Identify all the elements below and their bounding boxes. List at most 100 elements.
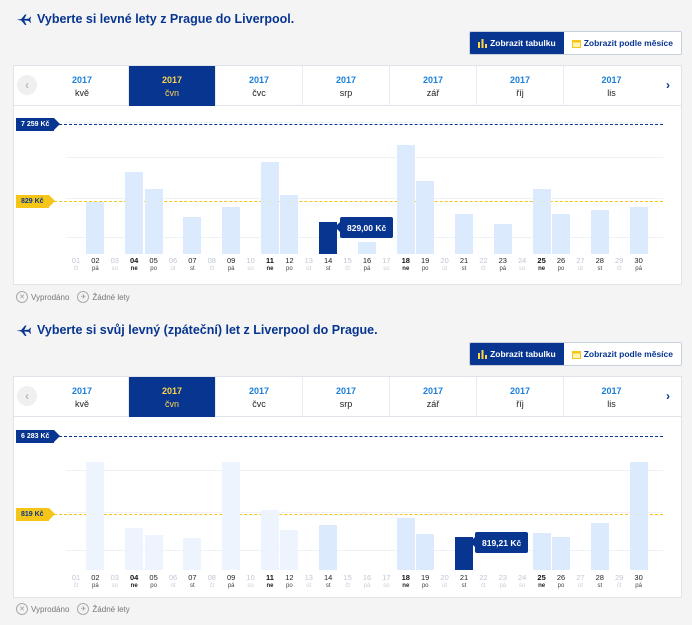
return-price-bar-30[interactable]	[629, 462, 648, 570]
return-price-bar-18[interactable]	[396, 518, 415, 570]
outbound-month-tab-2[interactable]: 2017 čvc	[216, 66, 303, 106]
outbound-day-18[interactable]: 18 ne	[396, 257, 416, 272]
outbound-price-bar-04[interactable]	[125, 172, 144, 254]
outbound-day-16[interactable]: 16 pá	[357, 257, 377, 272]
outbound-month-tab-0[interactable]: 2017 kvě	[36, 66, 129, 106]
return-day-26[interactable]: 26 po	[551, 574, 571, 589]
return-month-tab-3[interactable]: 2017 srp	[303, 377, 390, 417]
return-price-bar-05[interactable]	[144, 535, 163, 570]
outbound-day-04[interactable]: 04 ne	[124, 257, 144, 272]
return-day-09[interactable]: 09 pá	[221, 574, 241, 589]
show-table-button[interactable]: Zobrazit tabulku	[470, 343, 564, 365]
outbound-day-19[interactable]: 19 po	[415, 257, 435, 272]
return-price-bar-09[interactable]	[222, 462, 241, 570]
return-price-bar-07[interactable]	[183, 538, 202, 570]
show-by-month-button[interactable]: Zobrazit podle měsíce	[563, 32, 681, 54]
return-price-bar-14[interactable]	[319, 525, 338, 570]
return-price-bar-04[interactable]	[125, 528, 144, 570]
outbound-next-month-chevron-right-icon[interactable]: ›	[658, 75, 678, 95]
return-day-02[interactable]: 02 pá	[85, 574, 105, 589]
outbound-day-11[interactable]: 11 ne	[260, 257, 280, 272]
outbound-day-30[interactable]: 30 pá	[629, 257, 649, 272]
outbound-day-24: 24 so	[512, 257, 532, 272]
outbound-price-bar-11[interactable]	[261, 162, 279, 254]
return-fare-panel: ‹ › 2017 kvě 2017 čvn 2017 čvc 2017 srp 2017 zář 2…	[13, 376, 682, 598]
outbound-price-bar-16[interactable]	[358, 242, 376, 254]
outbound-avg-price-line	[54, 201, 663, 202]
day-weekday: st	[190, 582, 195, 589]
outbound-prev-month-chevron-left-icon[interactable]: ‹	[17, 75, 37, 95]
return-price-bar-11[interactable]	[261, 510, 279, 570]
return-price-bar-19[interactable]	[416, 534, 435, 570]
outbound-month-tab-3[interactable]: 2017 srp	[303, 66, 390, 106]
outbound-price-bar-14[interactable]	[319, 222, 338, 254]
day-number: 05	[149, 256, 158, 265]
chart-gridline	[66, 433, 663, 434]
outbound-price-bar-26[interactable]	[552, 214, 570, 254]
outbound-day-05[interactable]: 05 po	[144, 257, 164, 272]
return-month-tab-5[interactable]: 2017 říj	[477, 377, 564, 417]
return-prev-month-chevron-left-icon[interactable]: ‹	[17, 386, 37, 406]
day-number: 26	[556, 256, 566, 265]
outbound-price-bar-18[interactable]	[396, 145, 415, 254]
outbound-price-bar-25[interactable]	[532, 189, 551, 254]
day-number: 28	[595, 256, 604, 265]
outbound-price-bar-30[interactable]	[629, 207, 648, 254]
outbound-price-bar-28[interactable]	[590, 210, 609, 254]
show-by-month-button[interactable]: Zobrazit podle měsíce	[563, 343, 681, 365]
outbound-day-23[interactable]: 23 pá	[493, 257, 513, 272]
return-price-bar-28[interactable]	[590, 523, 609, 570]
return-month-tab-4[interactable]: 2017 zář	[390, 377, 477, 417]
outbound-month-tab-5[interactable]: 2017 říj	[477, 66, 564, 106]
day-weekday: út	[306, 265, 312, 272]
return-day-25[interactable]: 25 ne	[532, 574, 552, 589]
outbound-day-25[interactable]: 25 ne	[532, 257, 552, 272]
outbound-price-bar-21[interactable]	[455, 214, 473, 254]
outbound-price-bar-05[interactable]	[144, 189, 163, 254]
return-price-bar-25[interactable]	[532, 533, 551, 570]
return-month-tab-2[interactable]: 2017 čvc	[216, 377, 303, 417]
return-day-30[interactable]: 30 pá	[629, 574, 649, 589]
return-price-bar-21[interactable]	[455, 537, 473, 570]
return-price-bar-02[interactable]	[86, 462, 105, 570]
return-day-19[interactable]: 19 po	[415, 574, 435, 589]
outbound-month-tab-4[interactable]: 2017 zář	[390, 66, 477, 106]
return-next-month-chevron-right-icon[interactable]: ›	[658, 386, 678, 406]
return-month-tab-1[interactable]: 2017 čvn	[129, 377, 216, 417]
outbound-day-12[interactable]: 12 po	[279, 257, 299, 272]
return-price-bar-12[interactable]	[280, 530, 299, 570]
day-weekday: st	[325, 582, 331, 589]
outbound-price-bar-23[interactable]	[493, 224, 512, 254]
return-day-11[interactable]: 11 ne	[260, 574, 280, 589]
outbound-price-bar-09[interactable]	[222, 207, 241, 254]
show-table-button[interactable]: Zobrazit tabulku	[470, 32, 564, 54]
outbound-month-tab-1[interactable]: 2017 čvn	[129, 66, 216, 106]
outbound-avg-price-tag: 829 Kč	[16, 195, 55, 208]
outbound-day-26[interactable]: 26 po	[551, 257, 571, 272]
outbound-month-tab-6[interactable]: 2017 lis	[564, 66, 659, 106]
outbound-price-bar-19[interactable]	[416, 181, 435, 254]
return-day-12[interactable]: 12 po	[279, 574, 299, 589]
outbound-price-bar-07[interactable]	[183, 217, 202, 254]
return-day-04[interactable]: 04 ne	[124, 574, 144, 589]
outbound-day-02[interactable]: 02 pá	[85, 257, 105, 272]
return-month-tab-0[interactable]: 2017 kvě	[36, 377, 129, 417]
outbound-price-bar-12[interactable]	[280, 195, 299, 254]
return-day-05[interactable]: 05 po	[144, 574, 164, 589]
return-month-tab-6[interactable]: 2017 lis	[564, 377, 659, 417]
month-tab-year: 2017	[601, 74, 622, 85]
outbound-day-20: 20 út	[435, 257, 455, 272]
return-day-18[interactable]: 18 ne	[396, 574, 416, 589]
outbound-fare-panel: ‹ › 2017 kvě 2017 čvn 2017 čvc 2017 srp 2017 zář 2…	[13, 65, 682, 285]
outbound-price-bar-02[interactable]	[86, 202, 105, 254]
return-price-bar-26[interactable]	[552, 537, 570, 570]
outbound-day-09[interactable]: 09 pá	[221, 257, 241, 272]
